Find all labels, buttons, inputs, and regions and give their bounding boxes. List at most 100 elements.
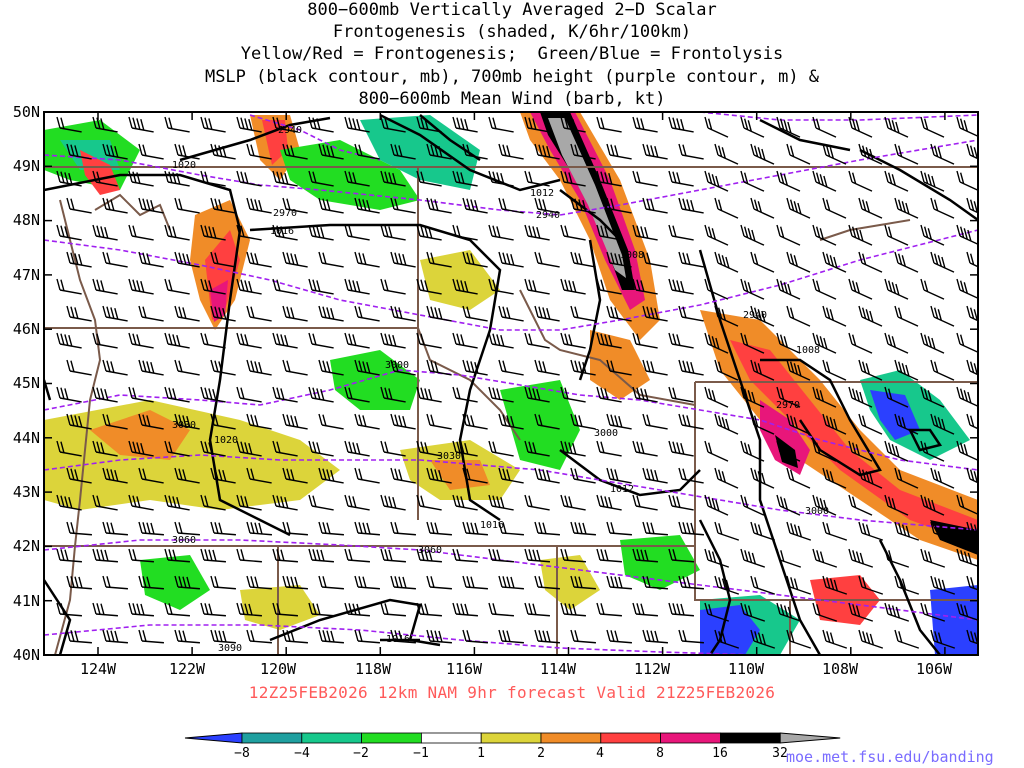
wind-barb <box>164 116 190 133</box>
wind-barb <box>246 413 272 430</box>
wind-barb <box>462 467 488 484</box>
wind-barb <box>930 467 955 489</box>
wind-barb <box>678 197 704 214</box>
wind-barb <box>138 521 164 536</box>
wind-barb <box>164 440 190 457</box>
wind-barb <box>380 170 406 187</box>
wind-barb <box>704 386 729 408</box>
wind-barb <box>390 629 416 644</box>
wind-barb <box>714 629 740 649</box>
wind-barb <box>56 602 82 617</box>
wind-barb <box>956 386 978 408</box>
wind-barb <box>174 197 200 214</box>
wind-barb <box>102 359 128 376</box>
wind-barb <box>164 494 190 511</box>
wind-barb <box>740 224 765 246</box>
wind-barb <box>560 494 586 511</box>
wind-barb <box>426 197 452 214</box>
wind-barb <box>308 440 334 457</box>
wind-barb <box>92 224 118 241</box>
wind-barb <box>488 278 514 295</box>
lon-label: 116W <box>445 660 483 678</box>
wind-barb <box>128 494 154 511</box>
wind-barb <box>894 629 920 649</box>
wind-barb <box>272 170 298 187</box>
wind-barb <box>200 116 226 133</box>
wind-barb <box>426 467 452 484</box>
title-line-1: 800−600mb Vertically Averaged 2−D Scalar <box>307 0 717 20</box>
colorbar-label: 2 <box>537 746 545 761</box>
wind-barb <box>200 278 226 295</box>
wind-barb <box>668 548 694 563</box>
wind-barb <box>462 251 488 268</box>
wind-barb <box>642 305 668 322</box>
wind-barb <box>740 116 765 138</box>
wind-barb <box>210 575 236 590</box>
wind-barb <box>236 224 262 241</box>
wind-barb <box>416 332 442 349</box>
wind-barb <box>66 575 92 590</box>
wind-barb <box>462 197 488 214</box>
wind-barb <box>200 440 226 457</box>
wind-barb <box>272 548 298 563</box>
wind-barb <box>380 224 406 241</box>
wind-barb <box>776 332 801 354</box>
wind-barb <box>714 143 739 165</box>
wind-barb <box>498 467 524 484</box>
wind-barb <box>776 116 801 138</box>
wind-barb <box>164 224 190 241</box>
wind-barb <box>452 602 478 617</box>
wind-barb <box>678 467 704 484</box>
wind-barb <box>246 521 272 536</box>
wind-barb <box>138 629 164 644</box>
wind-barb <box>390 305 416 322</box>
wind-barb <box>668 332 694 349</box>
wind-barb <box>128 440 154 457</box>
wind-barb <box>930 629 956 649</box>
wind-barb <box>66 413 92 430</box>
wind-barb <box>174 359 200 376</box>
wind-barb <box>822 143 847 165</box>
wind-barb <box>750 251 775 273</box>
wind-barb <box>534 467 560 484</box>
wind-barb <box>164 278 190 295</box>
contour-labels: 1020 1020 1016 1016 1016 1012 1012 1008 … <box>172 125 829 654</box>
wind-barb <box>930 143 955 165</box>
wind-barb <box>740 332 765 354</box>
mslp-label: 1008 <box>620 250 644 261</box>
wind-barb <box>56 332 82 349</box>
lon-label: 112W <box>633 660 671 678</box>
colorbar-label: −4 <box>294 746 310 761</box>
wind-barb <box>128 332 154 349</box>
wind-barb <box>704 494 729 516</box>
wind-barb <box>606 359 632 376</box>
wind-barb <box>632 116 658 133</box>
wind-barb <box>524 548 550 563</box>
wind-barb <box>858 575 884 595</box>
wind-barb <box>56 440 82 457</box>
colorbar-swatch <box>660 732 721 744</box>
colorbar-swatch <box>779 732 841 744</box>
wind-barb <box>416 278 442 295</box>
wind-barb <box>596 440 622 457</box>
wind-barb <box>956 116 978 138</box>
wind-barb <box>894 413 919 435</box>
wind-barb <box>524 224 550 241</box>
wind-barb <box>966 359 978 376</box>
wind-barb <box>210 143 236 160</box>
wind-barb <box>92 332 118 349</box>
wind-barb <box>606 467 632 484</box>
wind-barb <box>786 521 812 541</box>
wind-barb <box>488 494 514 511</box>
wind-barb <box>138 251 164 268</box>
wind-barb <box>66 629 92 644</box>
wind-barb <box>498 197 524 214</box>
wind-barb <box>930 305 955 327</box>
wind-barb <box>282 143 308 160</box>
wind-barb <box>678 251 704 268</box>
forecast-valid-time: 12Z25FEB2026 12km NAM 9hr forecast Valid… <box>248 683 776 702</box>
wind-barb <box>174 305 200 322</box>
wind-barb <box>354 143 380 160</box>
mslp-label: 1020 <box>214 435 238 446</box>
wind-barb <box>56 116 82 133</box>
